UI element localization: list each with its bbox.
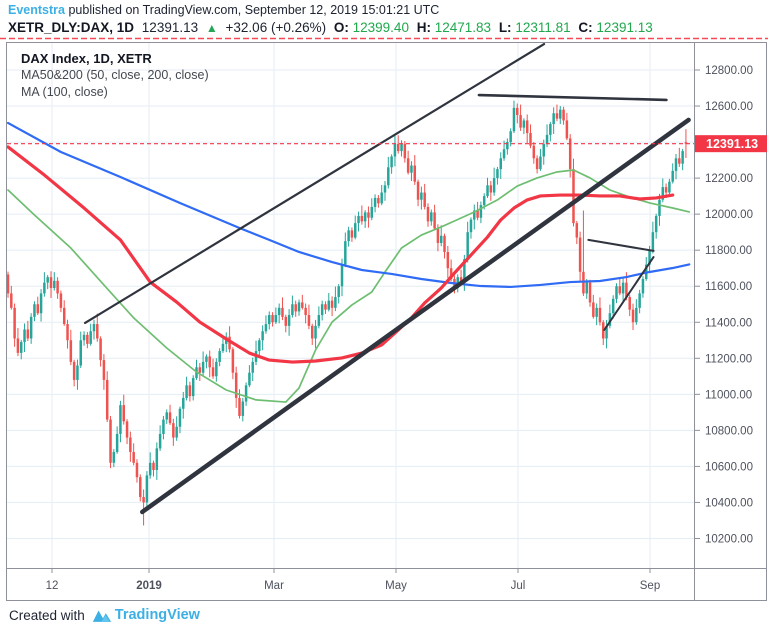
chart-legend: DAX Index, 1D, XETR MA50&200 (50, close,… [21,50,209,101]
legend-symbol-title[interactable]: DAX Index, 1D, XETR [21,51,152,66]
price-tick-label: 10600.00 [705,461,753,473]
channel-upper [83,42,546,325]
price-tick-label: 10400.00 [705,497,753,509]
price-tick-label: 12200.00 [705,173,753,185]
low-value: 12311.81 [515,20,571,35]
last-price-value: 12391.13 [141,20,199,35]
price-tick-label: 10200.00 [705,533,753,545]
high-value: 12471.83 [434,20,492,35]
time-tick-label: Sep [640,580,660,592]
tradingview-logo-icon[interactable] [92,608,112,623]
pennant-lower [603,256,655,331]
grid-layer [6,42,694,568]
publish-info-bar: Eventstra published on TradingView.com, … [8,3,439,17]
legend-ma50-200[interactable]: MA50&200 (50, close, 200, close) [21,68,209,82]
price-tick-label: 12600.00 [705,101,753,113]
up-arrow-icon: ▲ [205,21,218,35]
price-tick-label: 12000.00 [705,209,753,221]
trendlines-layer [83,42,691,515]
publisher-link[interactable]: Eventstra [8,3,65,17]
last-price-tag-label: 12391.13 [706,137,758,151]
time-tick-label: 2019 [136,580,162,592]
price-tick-label: 11400.00 [705,317,752,329]
price-tick-label: 11600.00 [705,281,752,293]
close-value: 12391.13 [596,20,653,35]
tradingview-brand-link[interactable]: TradingView [114,607,200,623]
high-label: H: [416,20,431,35]
last-price-tag: 12391.13 [695,135,767,153]
time-tick-label: May [385,580,407,592]
open-label: O: [333,20,349,35]
ma100-line [7,169,691,403]
time-axis[interactable]: 12 2019 Mar May Jul Sep [46,568,661,592]
pennant-upper [587,238,655,252]
symbol-info-bar: XETR_DLY:DAX, 1D 12391.13 ▲ +32.06 (+0.2… [8,20,657,35]
ma200-line [7,121,691,289]
low-label: L: [498,20,512,35]
created-with-text: Created with [9,607,85,623]
chart-frame [6,42,767,601]
price-tick-label: 11800.00 [705,245,752,257]
close-label: C: [578,20,593,35]
symbol-name: XETR_DLY:DAX, 1D [8,20,135,35]
support-channel-main [140,117,691,515]
legend-ma100[interactable]: MA (100, close) [21,85,108,99]
price-tick-label: 11200.00 [705,353,752,365]
time-tick-label: Jul [511,580,526,592]
time-tick-label: Mar [264,580,284,592]
price-tick-label: 10800.00 [705,425,753,437]
time-tick-label: 12 [46,580,59,592]
open-value: 12399.40 [352,20,409,35]
price-tick-label: 12800.00 [705,65,753,77]
price-change: +32.06 (+0.26%) [225,20,327,35]
price-tick-label: 11000.00 [705,389,752,401]
published-text: published on TradingView.com, September … [68,3,440,17]
attribution-bar: Created with TradingView [9,607,200,623]
resistance-horizontal [477,93,668,102]
